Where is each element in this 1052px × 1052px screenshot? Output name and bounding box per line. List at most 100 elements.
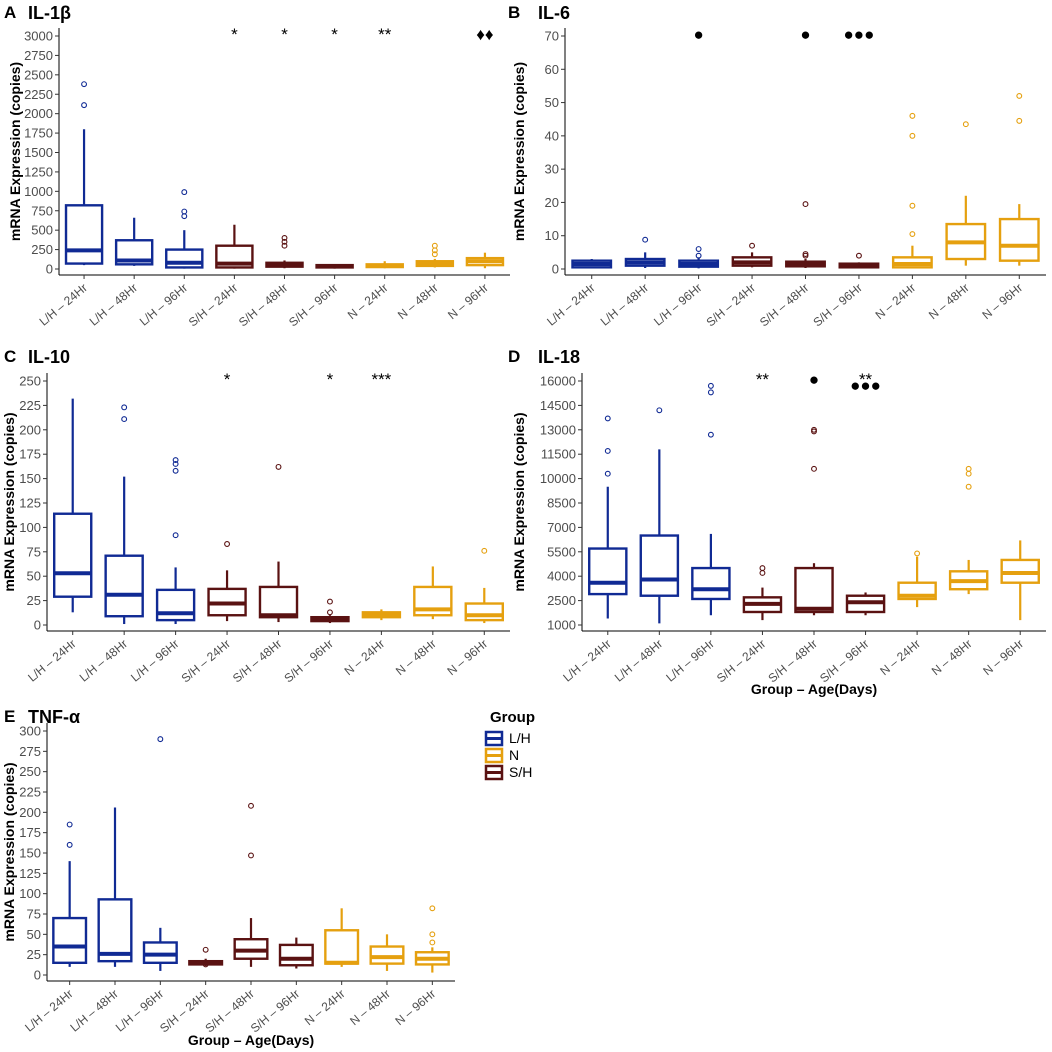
y-tick-label: 125 xyxy=(19,496,41,511)
box-4 xyxy=(742,565,783,621)
x-tick-label: S/H – 96Hr xyxy=(817,637,871,686)
box-body xyxy=(53,512,93,598)
box-3 xyxy=(142,736,178,971)
outlier-point xyxy=(802,251,809,257)
y-tick-label: 200 xyxy=(19,422,41,437)
outlier-point xyxy=(181,213,188,220)
x-tick-label: N – 48Hr xyxy=(393,637,439,679)
x-tick-label: S/H – 24Hr xyxy=(157,987,211,1036)
x-tick-label: N – 48Hr xyxy=(347,987,393,1029)
outlier-point xyxy=(202,961,209,968)
box-2 xyxy=(97,807,133,967)
box-6 xyxy=(845,592,886,616)
significance-marker: ●●● xyxy=(844,25,875,44)
box-4 xyxy=(215,224,254,269)
chart-panel-e: E TNF-α 0 25 50 75 100 125 150 175 200 225 250 275 300… xyxy=(1,707,455,1048)
box-7 xyxy=(365,261,404,269)
box-body xyxy=(64,204,104,265)
x-tick-label: N – 96Hr xyxy=(444,637,490,679)
y-tick-label: 25 xyxy=(27,947,41,962)
x-tick-label: L/H – 96Hr xyxy=(651,281,704,329)
outlier-point xyxy=(759,565,766,572)
box-8 xyxy=(948,465,989,595)
x-tick-label: L/H – 96Hr xyxy=(137,281,190,329)
box-body xyxy=(588,547,628,596)
y-axis-label: mRNA Expression (copies) xyxy=(1,412,17,591)
x-tick-label: L/H – 48Hr xyxy=(67,987,120,1035)
y-tick-label: 14500 xyxy=(540,398,576,413)
y-tick-label: 125 xyxy=(19,866,41,881)
outlier-point xyxy=(248,802,254,809)
x-tick-label: L/H – 48Hr xyxy=(77,637,130,685)
box-2 xyxy=(104,404,144,625)
x-tick-label: L/H – 24Hr xyxy=(560,637,613,685)
y-tick-label: 225 xyxy=(19,398,41,413)
outlier-point xyxy=(965,483,972,490)
panel-letter: D xyxy=(508,347,520,366)
outlier-point xyxy=(326,598,333,605)
outlier-point xyxy=(707,389,714,396)
y-axis-label: mRNA Expression (copies) xyxy=(7,62,23,241)
y-tick-label: 25 xyxy=(27,593,41,608)
outlier-point xyxy=(604,470,611,477)
box-1 xyxy=(571,259,613,269)
significance-marker: ● xyxy=(693,25,703,44)
x-tick-label: S/H – 48Hr xyxy=(202,987,256,1036)
y-tick-label: 20 xyxy=(545,195,559,210)
y-tick-label: 0 xyxy=(34,618,41,633)
legend-title: Group xyxy=(490,709,535,726)
outlier-point xyxy=(695,252,702,259)
y-tick-label: 0 xyxy=(34,968,41,983)
box-5 xyxy=(265,234,304,269)
y-axis-label: mRNA Expression (copies) xyxy=(511,412,527,591)
box-9 xyxy=(464,547,504,624)
chart-panel-b: B IL-6 0 10 20 30 40 50 60 70 mRNA Expression (cop… xyxy=(508,3,1046,329)
x-tick-label: N – 96Hr xyxy=(979,281,1025,323)
outlier-point xyxy=(1016,117,1023,124)
outlier-point xyxy=(914,550,921,557)
y-tick-label: 75 xyxy=(27,907,41,922)
y-tick-label: 1000 xyxy=(24,184,53,199)
outlier-point xyxy=(1016,92,1023,99)
box-body xyxy=(639,534,680,597)
significance-marker: ** xyxy=(756,370,770,389)
box-body xyxy=(794,566,834,614)
legend-item-n: N xyxy=(484,747,519,764)
significance-marker: ● xyxy=(809,370,819,389)
y-tick-label: 275 xyxy=(19,744,41,759)
chart-panel-a: A IL-1β 0 250 500 750 1000 1250 1500 1750 2000 2250… xyxy=(4,3,510,329)
outlier-point xyxy=(121,404,128,411)
box-body xyxy=(464,602,504,622)
y-tick-label: 10 xyxy=(545,228,559,243)
chart-panel-d: D IL-18 1000 2500 4000 5500 7000 8500 10000 11500… xyxy=(508,347,1046,697)
box-5 xyxy=(258,463,299,623)
panel-letter: A xyxy=(4,3,16,22)
x-tick-label: L/H – 24Hr xyxy=(25,637,78,685)
box-body xyxy=(215,244,254,269)
box-body xyxy=(324,929,360,965)
outlier-point xyxy=(181,208,188,215)
box-9 xyxy=(465,252,505,269)
y-tick-label: 30 xyxy=(545,162,559,177)
panel-letter: E xyxy=(4,707,15,726)
x-tick-label: S/H – 24Hr xyxy=(704,281,758,330)
y-tick-label: 2250 xyxy=(24,87,53,102)
outlier-point xyxy=(66,821,73,828)
box-2 xyxy=(639,407,680,624)
y-tick-label: 100 xyxy=(19,886,41,901)
chart-panel-c: C IL-10 0 25 50 75 100 125 150 175 200 225 250 mRNA E… xyxy=(1,347,510,685)
outlier-point xyxy=(326,609,333,616)
outlier-point xyxy=(642,236,649,243)
significance-marker: * xyxy=(327,370,334,389)
x-tick-label: S/H – 96Hr xyxy=(248,987,302,1036)
y-tick-label: 150 xyxy=(19,471,41,486)
x-tick-label: S/H – 48Hr xyxy=(765,637,819,686)
y-tick-label: 250 xyxy=(31,242,53,257)
x-tick-label: N – 24Hr xyxy=(302,987,348,1029)
significance-marker: * xyxy=(331,25,338,44)
x-tick-label: N – 24Hr xyxy=(877,637,923,679)
panel-title: IL-10 xyxy=(28,347,70,367)
y-tick-label: 50 xyxy=(27,927,41,942)
panel-title: IL-6 xyxy=(538,3,570,23)
box-3 xyxy=(165,189,204,269)
